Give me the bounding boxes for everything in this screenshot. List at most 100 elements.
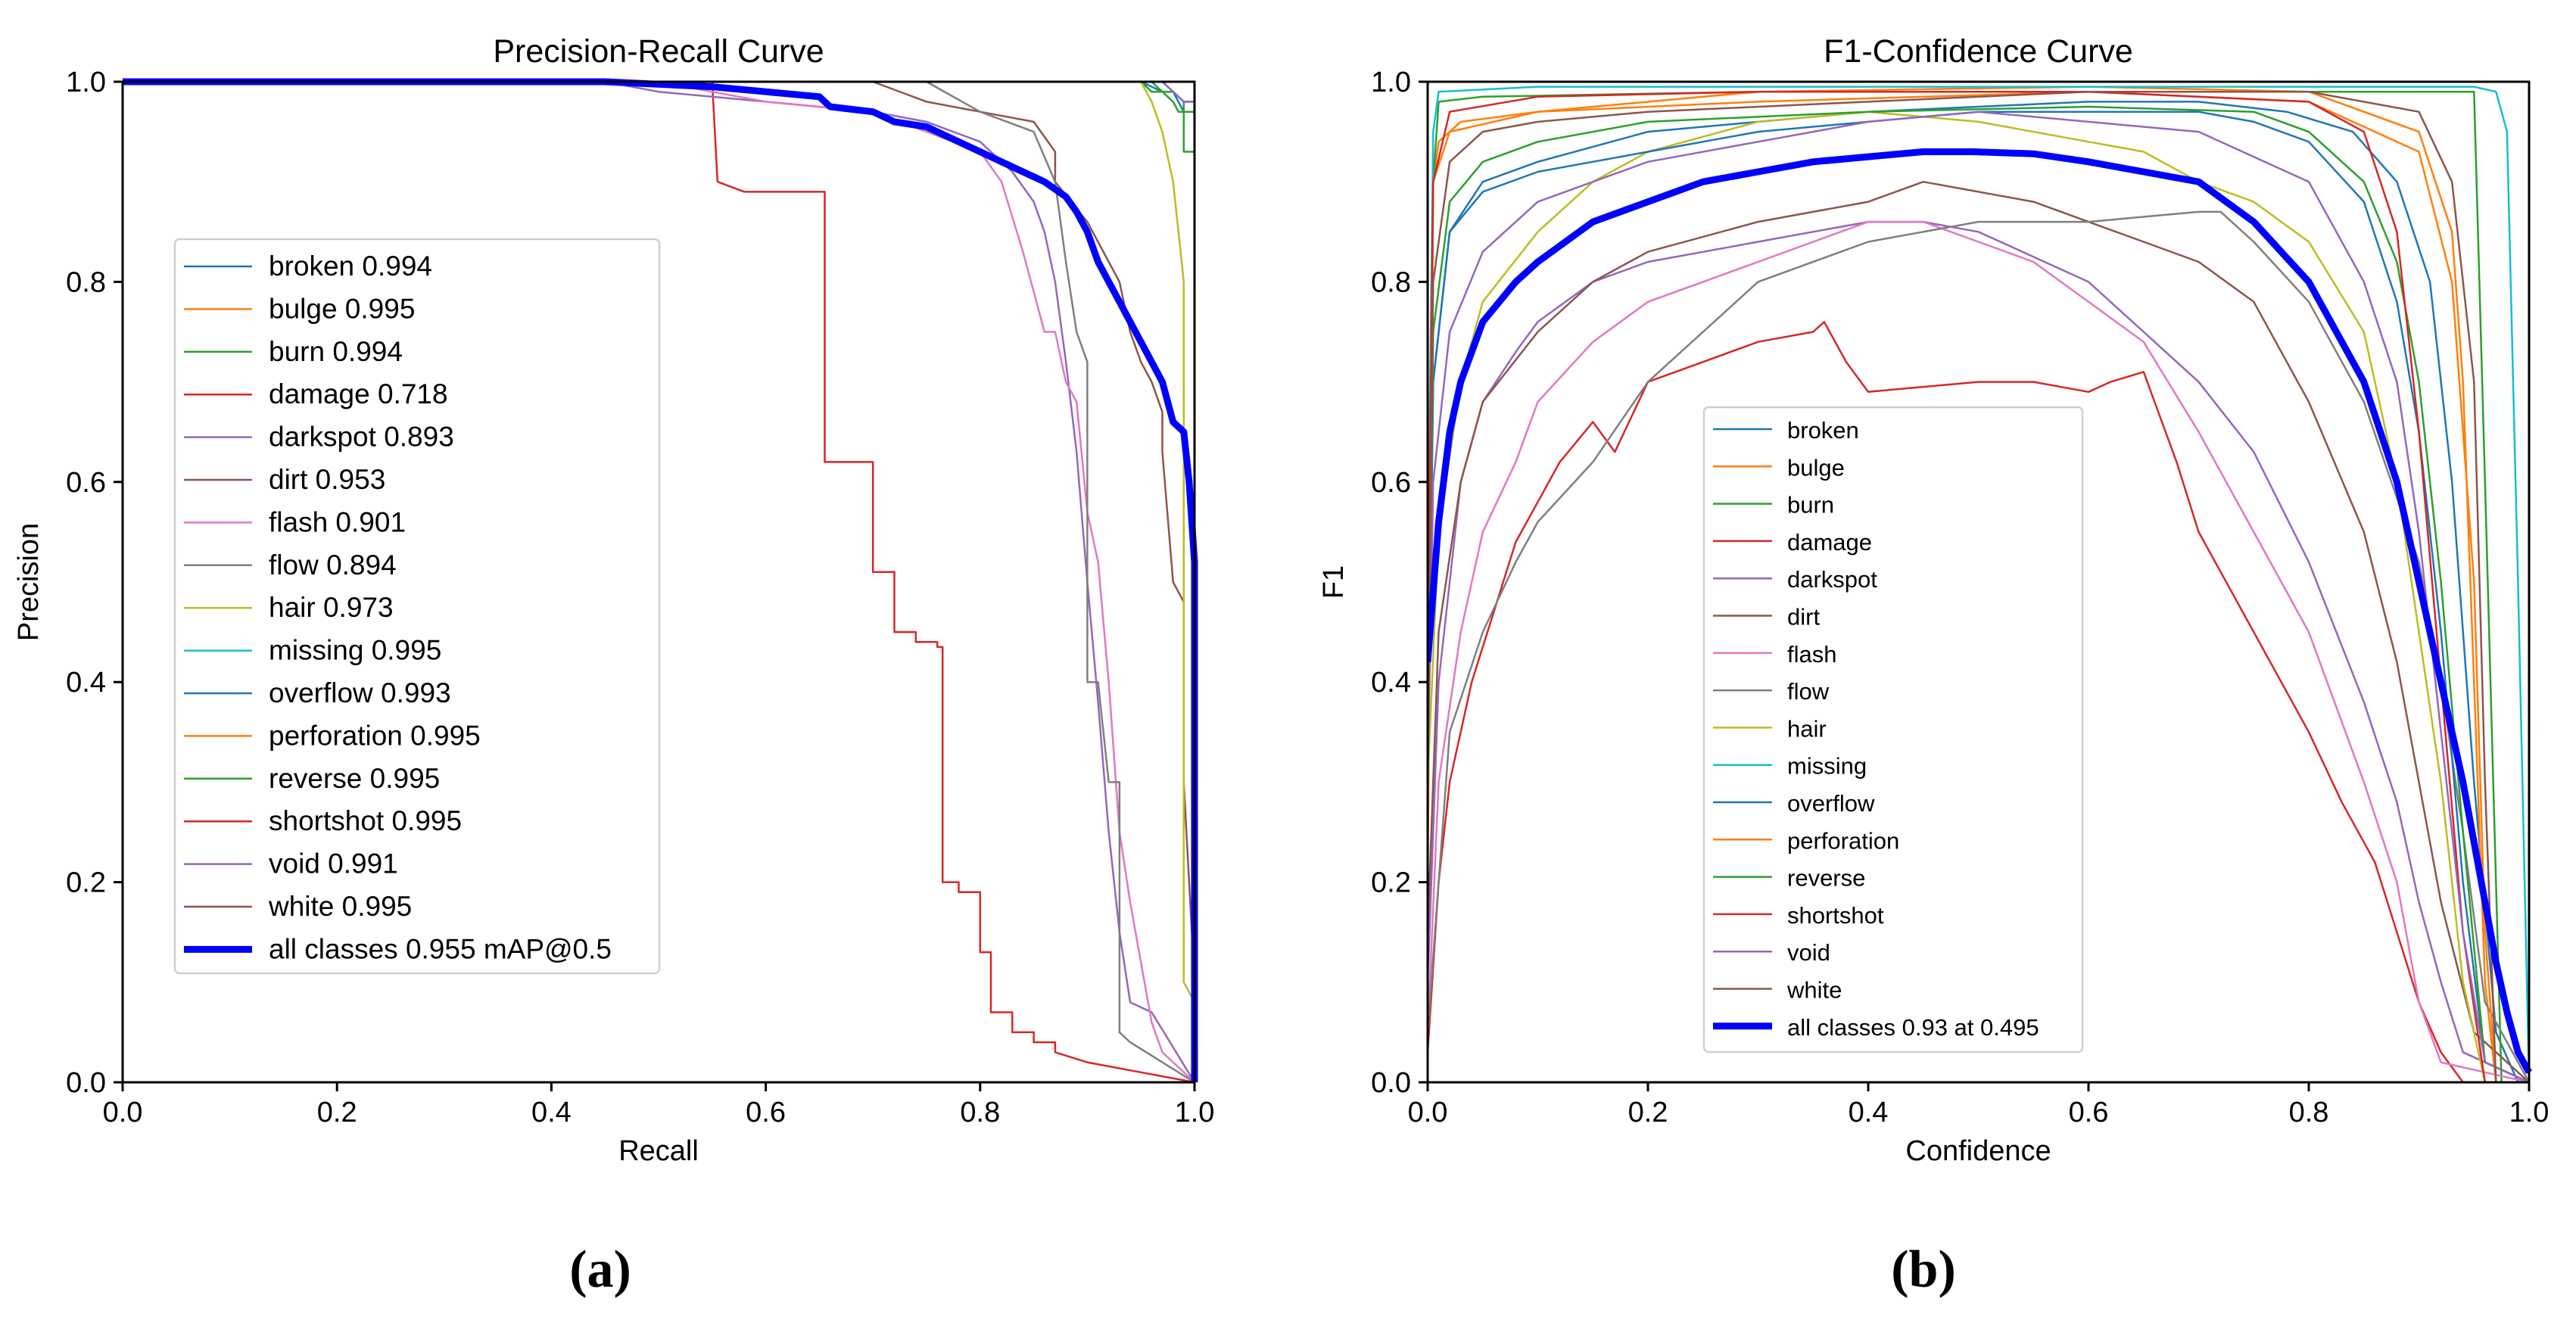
precision-recall-chart: Precision-Recall Curve 0.0 0.2 0.4 0.6 0.8 1.0… bbox=[13, 33, 1214, 1167]
legend-item-burn: burn 0.994 bbox=[184, 336, 403, 367]
x-tick-label: 0.8 bbox=[960, 1097, 1000, 1128]
legend-item-flow: flow bbox=[1713, 678, 1830, 705]
x-tick-label: 0.8 bbox=[2289, 1097, 2329, 1128]
legend-label: missing bbox=[1787, 753, 1867, 780]
legend-item-damage: damage 0.718 bbox=[184, 378, 448, 409]
legend-item-perforation: perforation bbox=[1713, 827, 1899, 854]
legend-item-broken: broken 0.994 bbox=[184, 251, 432, 282]
x-tick-label: 0.0 bbox=[103, 1097, 143, 1128]
legend-item-damage: damage bbox=[1713, 529, 1872, 556]
series-line-white bbox=[1428, 90, 2529, 1082]
legend-label: shortshot 0.995 bbox=[269, 805, 462, 836]
legend-label: hair bbox=[1787, 715, 1827, 742]
x-tick-label: 0.4 bbox=[531, 1097, 572, 1128]
series-line-void bbox=[1428, 110, 2530, 1082]
legend-label: flash 0.901 bbox=[269, 506, 406, 537]
legend-label: broken bbox=[1787, 417, 1859, 444]
legend-item-dirt: dirt 0.953 bbox=[184, 464, 385, 495]
legend-label: void 0.991 bbox=[269, 848, 398, 879]
legend-box bbox=[1702, 406, 2084, 1054]
legend-item-reverse: reverse bbox=[1713, 865, 1865, 892]
legend-label: damage 0.718 bbox=[269, 378, 448, 409]
legend-label: dirt 0.953 bbox=[269, 464, 385, 495]
y-tick-label: 0.8 bbox=[1371, 266, 1411, 298]
legend-item-overflow: overflow bbox=[1713, 790, 1875, 817]
legend-box bbox=[173, 238, 661, 975]
legend-label: overflow bbox=[1787, 790, 1875, 817]
series-line-all-classes bbox=[1428, 148, 2532, 1074]
y-tick-label: 0.2 bbox=[1371, 867, 1411, 899]
legend-label: darkspot 0.893 bbox=[269, 422, 454, 453]
x-tick-label: 0.6 bbox=[746, 1097, 786, 1128]
x-tick-label: 0.0 bbox=[1408, 1097, 1448, 1128]
panel-label-a: (a) bbox=[569, 1240, 631, 1299]
x-tick-label: 0.4 bbox=[1849, 1097, 1889, 1128]
plot-frame bbox=[1426, 80, 2531, 1084]
legend-label: flow 0.894 bbox=[269, 549, 397, 581]
legend-item-overflow: overflow 0.993 bbox=[184, 677, 451, 708]
legend-item-all-classes: all classes 0.93 at 0.495 bbox=[1713, 1014, 2039, 1041]
legend-item-flow: flow 0.894 bbox=[184, 549, 397, 581]
legend-item-white: white 0.995 bbox=[184, 891, 412, 922]
legend: broken 0.994 bulge 0.995 burn 0.994 damage … bbox=[173, 238, 661, 975]
legend-label: shortshot bbox=[1787, 902, 1884, 929]
series-line-overflow bbox=[1428, 110, 2530, 1082]
legend-item-white: white bbox=[1713, 977, 1842, 1004]
f1-confidence-chart: F1-Confidence Curve 0.0 0.2 0.4 0.6 0.8 1.0 0.0… bbox=[1318, 33, 2549, 1167]
y-tick-label: 1.0 bbox=[66, 67, 106, 98]
legend-item-void: void 0.991 bbox=[184, 848, 398, 879]
legend-item-broken: broken bbox=[1713, 417, 1859, 444]
series-line-damage bbox=[1428, 321, 2529, 1082]
series-line-broken bbox=[1428, 101, 2529, 1082]
series-line-hair bbox=[123, 80, 1196, 1082]
y-tick-label: 0.6 bbox=[1371, 467, 1411, 499]
legend-item-all-classes: all classes 0.955 mAP@0.5 bbox=[184, 933, 612, 964]
legend-item-missing: missing bbox=[1713, 753, 1867, 780]
legend-label: bulge 0.995 bbox=[269, 293, 415, 324]
series-line-flash bbox=[1428, 220, 2530, 1082]
y-tick-label: 0.4 bbox=[66, 667, 106, 699]
plot-frame bbox=[121, 80, 1196, 1084]
series-line-reverse bbox=[1428, 105, 2530, 1082]
legend-label: burn bbox=[1787, 492, 1834, 518]
legend-item-shortshot: shortshot 0.995 bbox=[184, 805, 462, 836]
x-axis-label: Confidence bbox=[1905, 1135, 2051, 1167]
legend-label: white 0.995 bbox=[268, 891, 412, 922]
series-line-flow bbox=[123, 80, 1195, 1082]
legend-label: white bbox=[1786, 977, 1842, 1004]
legend-item-bulge: bulge bbox=[1713, 454, 1845, 481]
chart-title: Precision-Recall Curve bbox=[493, 33, 824, 70]
legend-label: perforation 0.995 bbox=[269, 720, 481, 751]
chart-title: F1-Confidence Curve bbox=[1824, 33, 2133, 70]
legend-label: all classes 0.93 at 0.495 bbox=[1787, 1014, 2039, 1041]
legend-item-dirt: dirt bbox=[1713, 604, 1820, 630]
legend-item-flash: flash 0.901 bbox=[184, 506, 406, 537]
legend-label: flash bbox=[1787, 641, 1836, 668]
legend-label: hair 0.973 bbox=[269, 592, 394, 623]
y-tick-label: 0.0 bbox=[66, 1067, 106, 1099]
legend-label: broken 0.994 bbox=[269, 251, 432, 282]
y-tick-label: 0.6 bbox=[66, 467, 106, 499]
legend-label: all classes 0.955 mAP@0.5 bbox=[269, 933, 612, 964]
legend-label: reverse bbox=[1787, 865, 1865, 892]
legend-label: reverse 0.995 bbox=[269, 763, 440, 794]
panel-label-b: (b) bbox=[1891, 1240, 1956, 1299]
legend-item-missing: missing 0.995 bbox=[184, 635, 441, 666]
legend-item-hair: hair bbox=[1713, 715, 1827, 742]
series-line-flash bbox=[123, 80, 1195, 1082]
y-axis-label: Precision bbox=[13, 523, 45, 641]
x-axis-label: Recall bbox=[618, 1135, 699, 1167]
x-tick-label: 1.0 bbox=[1175, 1097, 1215, 1128]
legend-item-reverse: reverse 0.995 bbox=[184, 763, 440, 794]
legend-item-darkspot: darkspot bbox=[1713, 566, 1877, 593]
legend-label: dirt bbox=[1787, 604, 1820, 630]
legend-item-darkspot: darkspot 0.893 bbox=[184, 422, 454, 453]
series-line-all-classes bbox=[123, 78, 1198, 1082]
legend: broken bulge burn damage darkspot dirt flash fl… bbox=[1702, 406, 2084, 1054]
y-tick-label: 0.4 bbox=[1371, 667, 1411, 699]
y-tick-label: 0.0 bbox=[1371, 1067, 1411, 1099]
legend-label: void bbox=[1787, 939, 1830, 966]
series-line-missing bbox=[1428, 86, 2531, 1082]
x-tick-label: 1.0 bbox=[2509, 1097, 2550, 1128]
